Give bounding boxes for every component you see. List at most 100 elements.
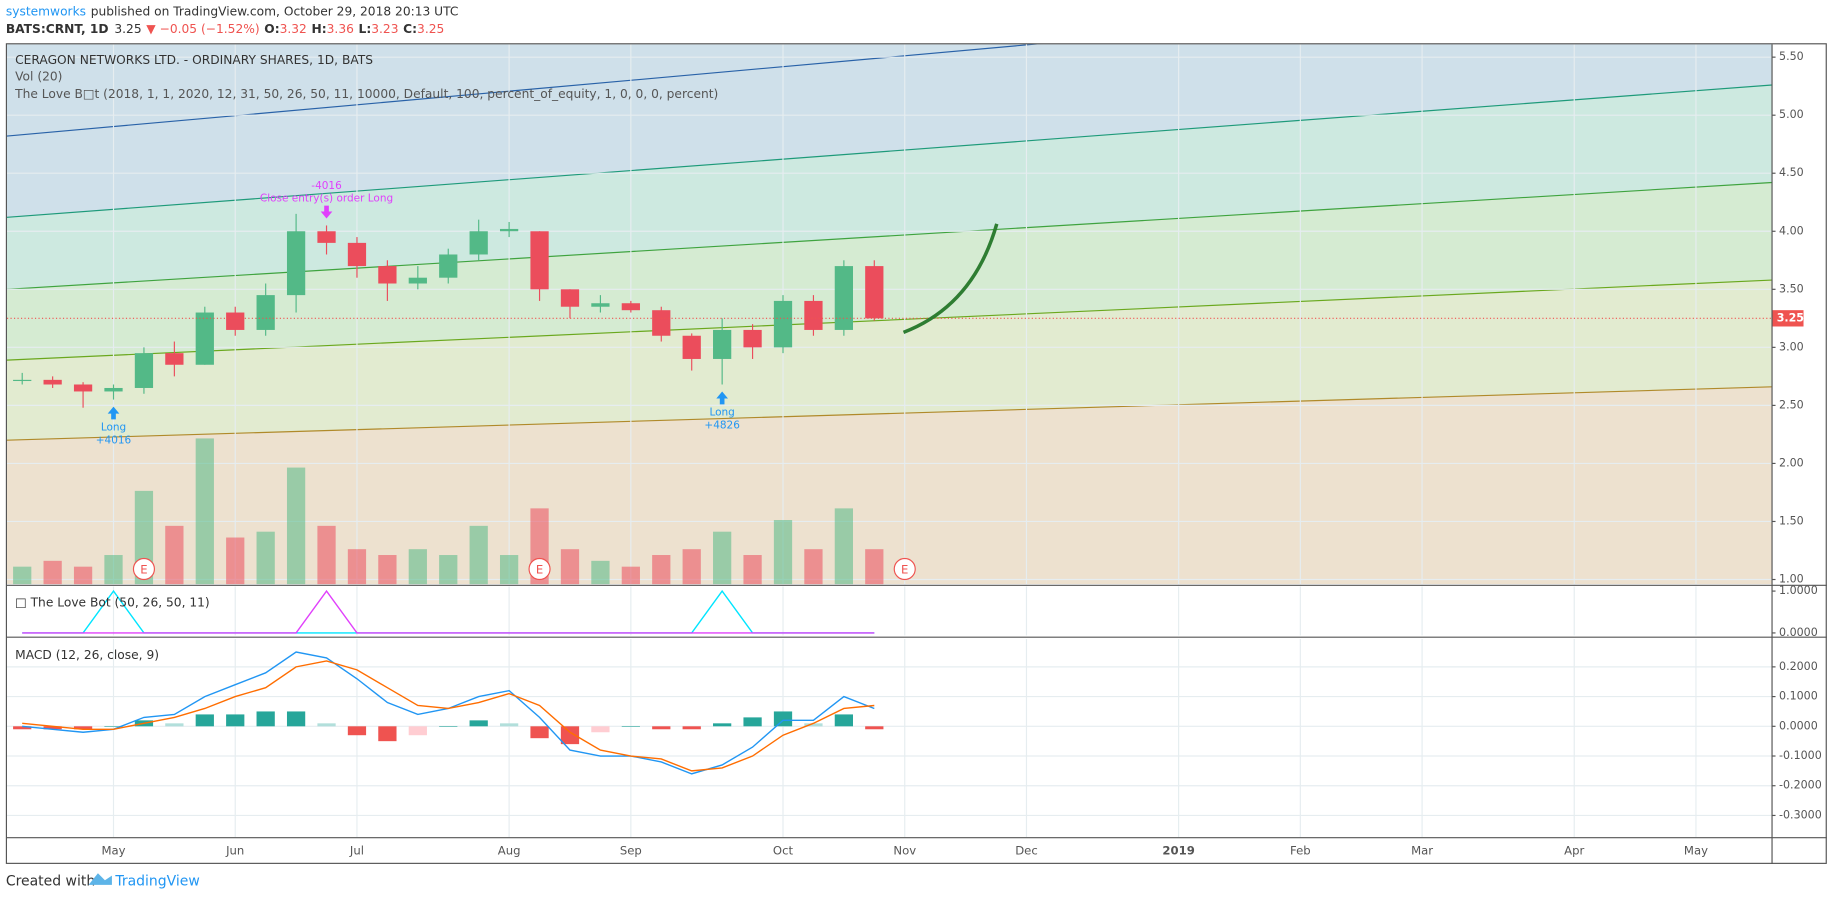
x-tick-label: Dec <box>1015 844 1038 858</box>
trade-arrow <box>107 406 120 420</box>
volume-bar <box>682 549 701 585</box>
histogram-bar <box>682 726 701 730</box>
candle-body <box>530 231 549 290</box>
y-tick-label: 4.00 <box>1779 224 1804 237</box>
trade-qty: +4826 <box>704 419 740 431</box>
volume-bar <box>378 555 397 585</box>
histogram-bar <box>256 711 275 727</box>
candle-body <box>226 312 245 330</box>
candle-body <box>13 379 32 382</box>
chart-title: CERAGON NETWORKS LTD. - ORDINARY SHARES,… <box>15 53 373 67</box>
x-tick-label: Sep <box>620 844 642 858</box>
histogram-bar <box>591 726 610 733</box>
earnings-marker <box>893 557 916 581</box>
volume-bar <box>652 555 671 585</box>
volume-bar <box>713 531 732 585</box>
y-tick-label: 3.00 <box>1779 340 1804 353</box>
candle-body <box>743 329 762 348</box>
candle-body <box>347 242 367 267</box>
band-fill <box>6 182 1773 361</box>
high-value: 3.36 <box>327 22 354 36</box>
series-line <box>22 589 875 634</box>
band-fill <box>6 85 1773 290</box>
y-tick-label: 2.50 <box>1779 398 1804 411</box>
high-label: H: <box>312 22 327 36</box>
y-tick-label: 0.0000 <box>1779 626 1818 639</box>
candle-body <box>652 310 671 336</box>
earnings-label: E <box>536 563 543 577</box>
histogram-bar <box>286 711 306 727</box>
panel-title: □ The Love Bot (50, 26, 50, 11) <box>15 595 210 609</box>
published: published on TradingView.com, October 29… <box>91 4 459 18</box>
y-tick-label: 2.00 <box>1779 456 1804 469</box>
volume-bar <box>621 566 640 585</box>
series-line <box>22 660 875 772</box>
candle-body <box>682 335 701 359</box>
volume-bar <box>865 549 884 585</box>
x-tick-label: Oct <box>773 844 794 858</box>
candle-body <box>591 303 610 307</box>
histogram-bar <box>195 714 214 727</box>
candle-body <box>317 231 336 243</box>
x-tick-label: Feb <box>1290 844 1311 858</box>
footer-created: Created with <box>6 873 95 889</box>
earnings-label: E <box>140 563 147 577</box>
candle-body <box>256 295 275 330</box>
channel-line <box>6 386 1773 441</box>
volume-bar <box>165 525 184 585</box>
x-tick-label: Jul <box>349 844 364 858</box>
y-tick-label: 1.00 <box>1779 573 1804 586</box>
candle-body <box>439 254 458 278</box>
volume-bar <box>439 555 458 585</box>
candle-body <box>804 300 823 330</box>
last-price: 3.25 <box>114 22 141 36</box>
candle-body <box>469 231 488 255</box>
histogram-bar <box>652 726 671 730</box>
x-tick-label: Aug <box>498 844 521 858</box>
trade-label: Close entry(s) order Long <box>260 193 393 205</box>
y-tick-label: 1.50 <box>1779 514 1804 527</box>
strategy-title: The Love B□t (2018, 1, 1, 2020, 12, 31, … <box>14 87 718 101</box>
x-tick-label: Apr <box>1564 844 1584 858</box>
volume-bar <box>195 438 214 585</box>
footer-brand[interactable]: TradingView <box>114 873 199 889</box>
x-tick-label: 2019 <box>1162 844 1194 858</box>
volume-bar <box>560 549 580 585</box>
channel-line <box>6 84 1773 218</box>
trade-label: Long <box>101 422 126 434</box>
author-link[interactable]: systemworks <box>6 4 86 18</box>
volume-bar <box>804 549 823 585</box>
x-tick-label: May <box>101 844 125 858</box>
histogram-bar <box>104 726 123 727</box>
earnings-label: E <box>901 563 908 577</box>
earnings-marker <box>528 557 551 581</box>
histogram-bar <box>317 723 336 727</box>
y-tick-label: 0.2000 <box>1779 660 1818 673</box>
band-fill <box>6 386 1773 585</box>
candle-body <box>195 312 214 365</box>
histogram-bar <box>530 726 549 739</box>
histogram-bar <box>834 714 853 727</box>
volume-bar <box>773 520 793 585</box>
open-label: O: <box>264 22 279 36</box>
histogram-bar <box>378 726 397 742</box>
candle-body <box>499 228 519 232</box>
histogram-bar <box>499 723 519 727</box>
volume-bar <box>743 555 762 585</box>
histogram-bar <box>439 726 458 727</box>
candle-body <box>43 379 62 385</box>
volume-bar <box>469 525 488 585</box>
histogram-bar <box>865 726 884 730</box>
x-tick-label: Nov <box>893 844 916 858</box>
candle-body <box>560 289 580 307</box>
histogram-bar <box>713 723 732 727</box>
change: ▼ −0.05 (−1.52%) <box>146 22 259 36</box>
x-tick-label: Mar <box>1411 844 1433 858</box>
histogram-bar <box>226 714 245 727</box>
trade-arrow <box>716 391 728 405</box>
volume-bar <box>226 537 245 585</box>
trade-label: Long <box>709 406 734 418</box>
volume-bar <box>317 525 336 585</box>
volume-bar <box>13 566 32 585</box>
histogram-bar <box>804 723 823 727</box>
